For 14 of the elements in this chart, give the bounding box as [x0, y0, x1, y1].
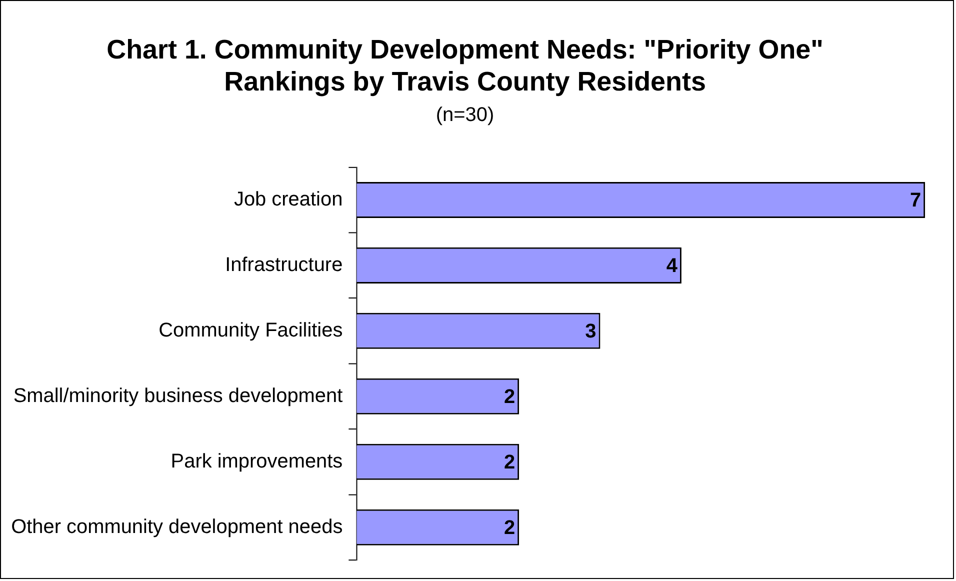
data-label: 7	[910, 189, 922, 212]
data-label: 4	[666, 254, 678, 277]
data-label: 3	[585, 320, 596, 342]
y-tick-label: Park improvements	[170, 450, 343, 472]
chart-title: Chart 1. Community Development Needs: "Priority One" Rankings by Travis County Residents	[106, 34, 824, 97]
y-tick-label: Small/minority business development	[13, 384, 344, 407]
data-label: 2	[504, 386, 516, 408]
data-label: 2	[504, 516, 516, 539]
y-tick-label: Community Facilities	[158, 319, 343, 342]
y-tick-label: Job creation	[234, 188, 343, 210]
y-tick-label: Infrastructure	[225, 254, 343, 276]
chart-subtitle: (n=30)	[436, 104, 494, 126]
data-label: 2	[504, 451, 516, 474]
y-tick-label: Other community development needs	[11, 516, 343, 538]
